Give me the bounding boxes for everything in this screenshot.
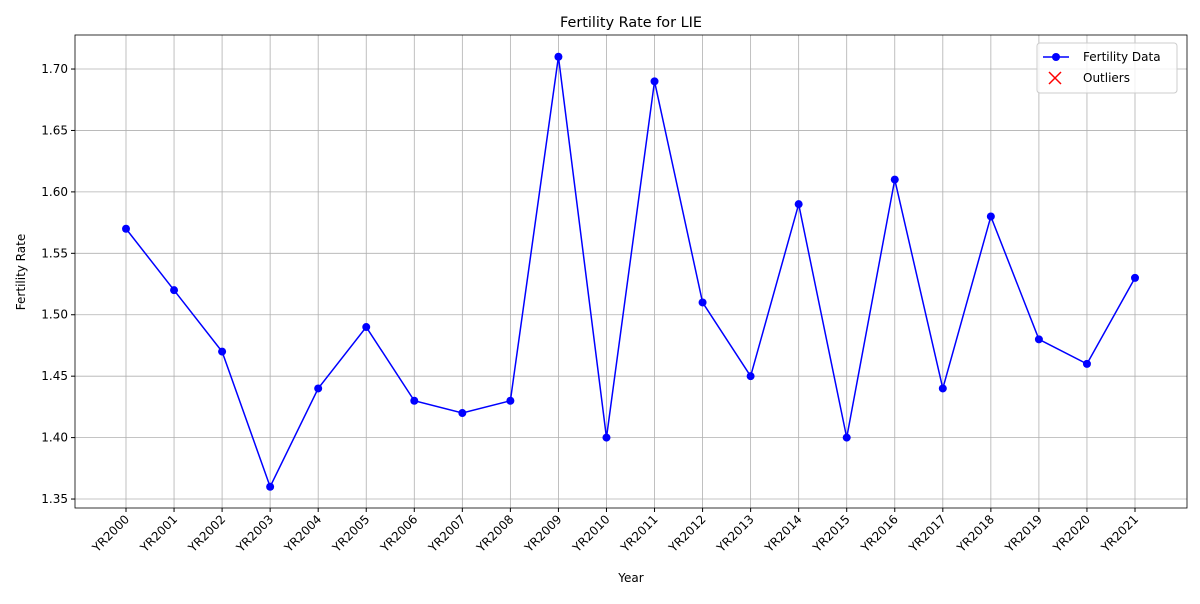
data-point xyxy=(170,286,179,295)
chart-title: Fertility Rate for LIE xyxy=(560,15,702,31)
y-tick-label: 1.65 xyxy=(41,123,68,137)
data-point xyxy=(266,482,275,491)
legend-label: Outliers xyxy=(1083,71,1130,85)
data-point xyxy=(410,396,419,405)
data-point xyxy=(314,384,323,393)
data-point xyxy=(890,175,899,184)
y-axis-label: Fertility Rate xyxy=(14,234,28,310)
y-tick-label: 1.40 xyxy=(41,431,68,445)
legend-symbol xyxy=(1052,53,1060,61)
y-tick-label: 1.50 xyxy=(41,308,68,322)
y-tick-label: 1.45 xyxy=(41,369,68,383)
data-point xyxy=(842,433,851,442)
data-point xyxy=(698,298,707,307)
y-tick-label: 1.35 xyxy=(41,492,68,506)
y-tick-label: 1.60 xyxy=(41,185,68,199)
data-point xyxy=(602,433,611,442)
data-point xyxy=(122,224,130,233)
data-point xyxy=(458,409,467,418)
data-point xyxy=(794,200,803,209)
legend-label: Fertility Data xyxy=(1083,50,1161,64)
legend-symbol xyxy=(1048,71,1062,85)
data-point xyxy=(362,323,371,332)
data-point xyxy=(506,396,515,405)
y-tick-label: 1.70 xyxy=(41,62,68,76)
data-point xyxy=(938,384,947,393)
data-point xyxy=(650,77,659,86)
legend-box xyxy=(1036,42,1178,94)
series-line xyxy=(125,56,1136,489)
legend: Fertility Data Outliers xyxy=(1036,42,1178,94)
data-point xyxy=(986,212,995,221)
y-tick-label: 1.55 xyxy=(41,246,68,260)
data-point xyxy=(1131,273,1139,282)
data-point xyxy=(746,372,755,381)
data-point xyxy=(218,347,227,356)
data-point xyxy=(1034,335,1043,344)
x-axis-label: Year xyxy=(617,571,643,585)
plot-frame xyxy=(74,34,1188,509)
data-point xyxy=(1082,359,1091,368)
data-point xyxy=(554,52,563,61)
